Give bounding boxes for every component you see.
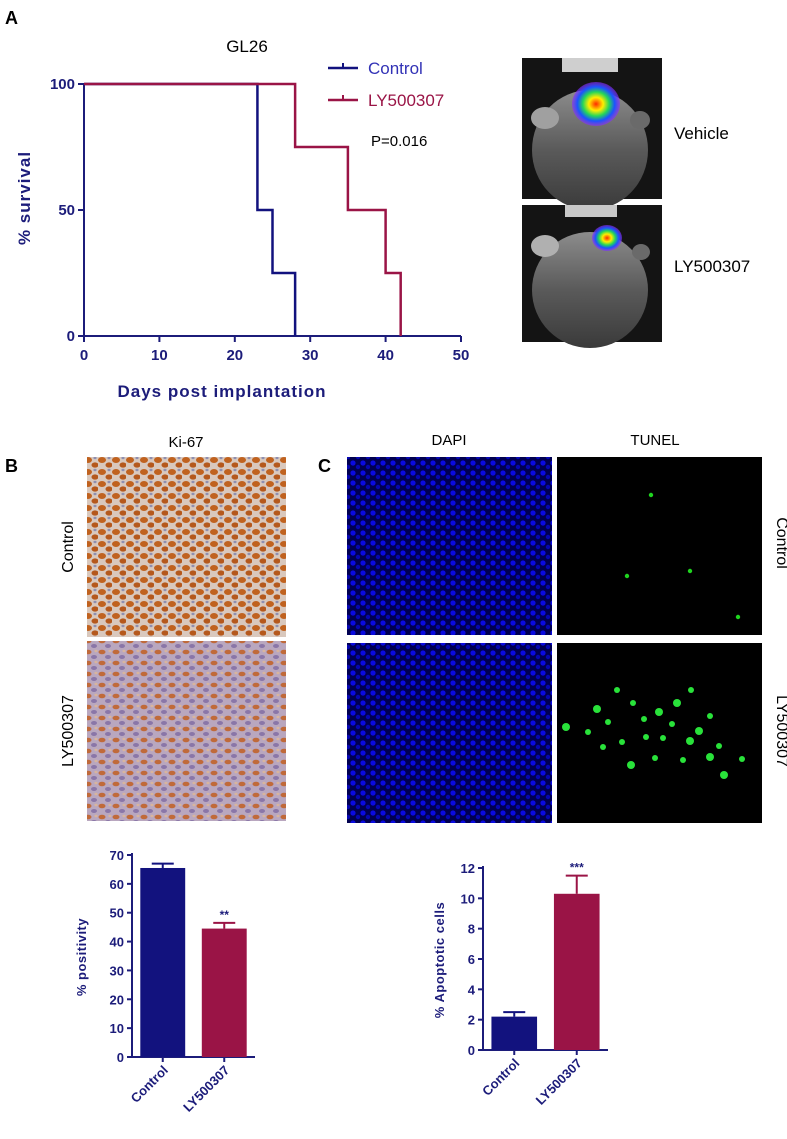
panel-label-c: C: [318, 456, 331, 476]
y-tick-label: 10: [461, 891, 475, 906]
ki67-row-label-ly500307: LY500307: [60, 695, 77, 767]
tunel-dot: [735, 614, 741, 620]
y-tick-label: 30: [110, 963, 124, 978]
tunel-dot: [648, 492, 654, 498]
y-tick-label: 100: [50, 76, 75, 93]
ki67-row-label-control: Control: [60, 521, 77, 573]
y-tick-label: 2: [468, 1013, 475, 1028]
tunel-image-control: [557, 457, 762, 635]
tunel-row-label-ly500307: LY500307: [773, 695, 787, 767]
y-tick-label: 60: [110, 877, 124, 892]
dapi-header: DAPI: [431, 432, 466, 449]
p-value: P=0.016: [371, 133, 427, 150]
tunel-image-ly500307: [557, 643, 762, 823]
tunel-dot: [680, 757, 686, 763]
tunel-dot: [593, 705, 601, 713]
positivity-y-axis-title: % positivity: [74, 918, 89, 997]
tunel-dot: [605, 719, 611, 725]
ki67-header: Ki-67: [168, 434, 203, 451]
y-tick-label: 12: [461, 861, 475, 876]
y-tick-label: 40: [110, 935, 124, 950]
tunel-dot: [619, 739, 625, 745]
tunel-dot: [614, 687, 620, 693]
bar-ly500307: [201, 928, 247, 1057]
tunel-dot: [660, 735, 666, 741]
positivity-bar-chart: 0 10 20 30 40 50 60 70 Control LY500307 **: [110, 848, 255, 1115]
dapi-image-control: [347, 457, 552, 635]
tunel-dot: [652, 755, 658, 761]
significance-label: **: [220, 908, 230, 922]
ki67-image-ly500307: [87, 641, 286, 821]
x-tick-label: 0: [80, 347, 88, 364]
tunel-dot: [562, 723, 570, 731]
y-tick-label: 10: [110, 1021, 124, 1036]
y-tick-label: 0: [117, 1050, 124, 1065]
panel-label-a: A: [5, 8, 18, 28]
tunel-dot: [641, 716, 647, 722]
y-tick-label: 50: [110, 906, 124, 921]
survival-chart: 0 10 20 30 40 50 0 50 100: [50, 76, 469, 364]
significance-label: ***: [570, 861, 584, 875]
survival-title: GL26: [226, 37, 268, 56]
tunel-dot: [673, 699, 681, 707]
y-tick-label: 4: [468, 982, 476, 997]
apoptotic-bar-chart: 0 2 4 6 8 10 12 Control LY500307 ***: [461, 861, 608, 1108]
x-tick-label: 20: [226, 347, 243, 364]
bioluminescence-image-ly500307: [522, 205, 662, 348]
legend-label-ly500307: LY500307: [368, 91, 444, 110]
x-tick-label: LY500307: [180, 1063, 232, 1115]
image-label-ly500307: LY500307: [674, 257, 750, 276]
survival-x-axis-title: Days post implantation: [117, 382, 326, 401]
y-tick-label: 20: [110, 992, 124, 1007]
x-tick-label: 30: [302, 347, 319, 364]
y-tick-label: 0: [67, 328, 75, 345]
x-tick-label: Control: [128, 1063, 171, 1106]
tunel-dot: [695, 727, 703, 735]
bar-control: [140, 867, 186, 1057]
tunel-dot: [585, 729, 591, 735]
x-tick-label: LY500307: [533, 1056, 585, 1108]
y-tick-label: 8: [468, 922, 475, 937]
tunel-dot: [739, 756, 745, 762]
tunel-dot: [669, 721, 675, 727]
survival-curve-ly500307: [84, 82, 402, 336]
y-tick-label: 70: [110, 848, 124, 863]
bar-control: [491, 1016, 538, 1050]
apoptotic-y-axis-title: % Apoptotic cells: [432, 902, 447, 1018]
panel-label-b: B: [5, 456, 18, 476]
tunel-dot: [688, 687, 694, 693]
ki67-image-control: [87, 457, 286, 637]
tunel-dot: [706, 753, 714, 761]
dapi-image-ly500307: [347, 643, 552, 823]
bioluminescence-image-vehicle: [522, 58, 662, 210]
tunel-dot: [655, 708, 663, 716]
tunel-dot: [600, 744, 606, 750]
tunel-dot: [716, 743, 722, 749]
legend: Control LY500307: [328, 59, 444, 110]
tunel-signal: [562, 492, 745, 779]
tunel-dot: [624, 573, 630, 579]
survival-curve-control: [84, 82, 297, 336]
y-tick-label: 6: [468, 952, 475, 967]
legend-label-control: Control: [368, 59, 423, 78]
tunel-dot: [643, 734, 649, 740]
x-tick-label: 50: [453, 347, 470, 364]
tunel-dot: [686, 737, 694, 745]
tunel-header: TUNEL: [630, 432, 679, 449]
tunel-dot: [707, 713, 713, 719]
bar-ly500307: [553, 893, 600, 1050]
x-tick-label: 10: [151, 347, 168, 364]
y-tick-label: 0: [468, 1043, 475, 1058]
tunel-dot: [720, 771, 728, 779]
tunel-row-label-control: Control: [773, 517, 787, 569]
survival-y-axis-title: % survival: [15, 151, 34, 245]
image-label-vehicle: Vehicle: [674, 124, 729, 143]
y-tick-label: 50: [58, 202, 75, 219]
tunel-dot: [687, 568, 693, 574]
x-tick-label: Control: [479, 1056, 522, 1099]
x-tick-label: 40: [377, 347, 394, 364]
tunel-dot: [627, 761, 635, 769]
tunel-dot: [630, 700, 636, 706]
